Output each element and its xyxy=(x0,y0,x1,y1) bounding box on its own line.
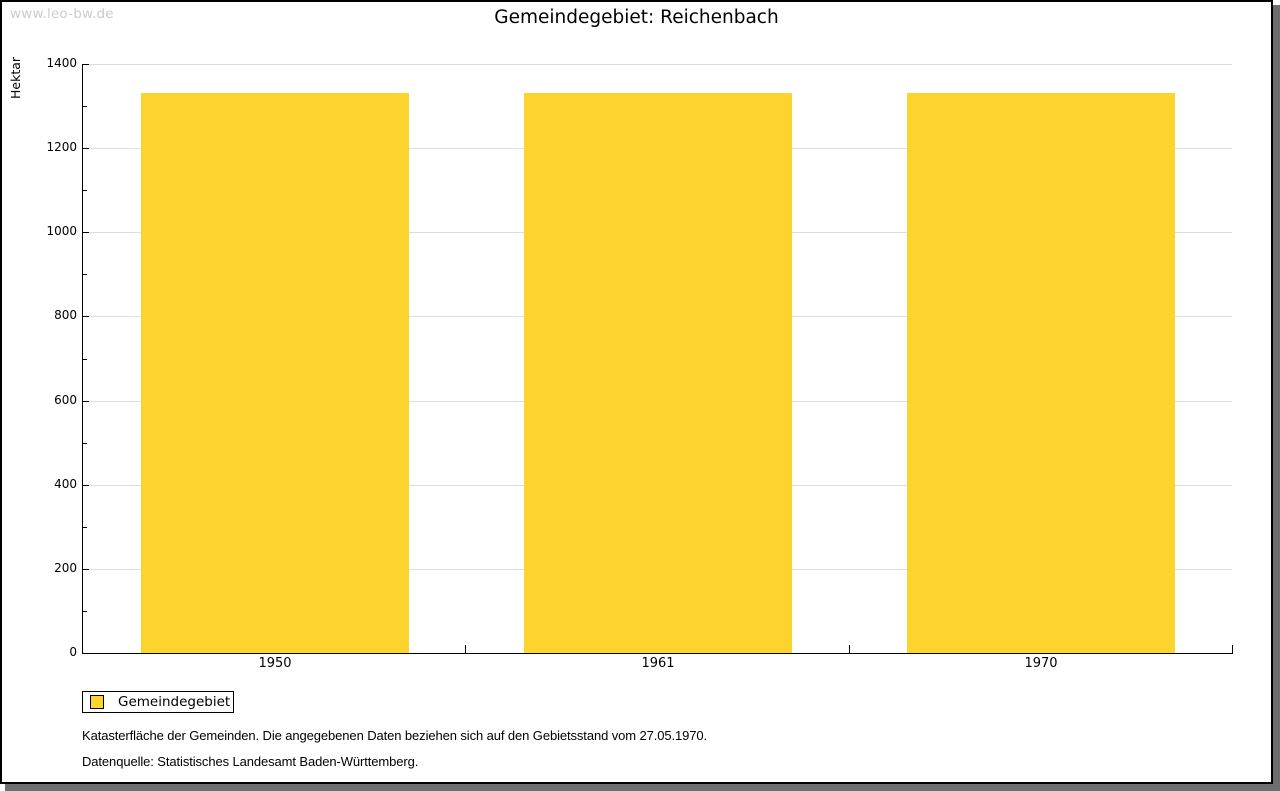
y-tick-label-200: 200 xyxy=(54,560,77,575)
bar-1970 xyxy=(907,93,1175,653)
page-shadow-bottom xyxy=(5,784,1280,791)
y-minor-tick-100 xyxy=(83,610,87,612)
x-boundary-tick-2 xyxy=(849,645,850,653)
y-minor-tick-1300 xyxy=(83,106,87,108)
y-tick-1400 xyxy=(83,64,89,65)
y-tick-label-400: 400 xyxy=(54,476,77,491)
y-tick-1200 xyxy=(83,148,89,150)
y-tick-800 xyxy=(83,316,89,318)
x-boundary-tick-3 xyxy=(1232,645,1233,653)
legend-label: Gemeindegebiet xyxy=(118,694,231,710)
y-tick-400 xyxy=(83,484,89,486)
x-tick-label-1970: 1970 xyxy=(1024,656,1058,671)
page-shadow-right xyxy=(1273,5,1280,791)
footnote-description: Katasterfläche der Gemeinden. Die angege… xyxy=(82,728,708,743)
y-tick-label-1200: 1200 xyxy=(46,140,77,155)
y-tick-0 xyxy=(83,653,89,654)
x-tick-label-1961: 1961 xyxy=(641,656,675,671)
bar-1950 xyxy=(141,93,409,653)
y-axis-title: Hektar xyxy=(8,56,23,99)
y-tick-1000 xyxy=(83,232,89,234)
page-title: Gemeindegebiet: Reichenbach xyxy=(494,7,779,28)
legend: Gemeindegebiet xyxy=(82,691,234,713)
legend-swatch xyxy=(90,695,104,709)
y-minor-tick-900 xyxy=(83,274,87,276)
y-minor-tick-300 xyxy=(83,526,87,528)
y-tick-label-1400: 1400 xyxy=(46,56,77,70)
y-minor-tick-500 xyxy=(83,442,87,444)
plot-area: 0 200 400 600 800 1000 1200 1400 1950 1961 1970 xyxy=(46,56,1233,671)
watermark: www.leo-bw.de xyxy=(10,6,114,22)
y-tick-600 xyxy=(83,400,89,402)
y-tick-label-1000: 1000 xyxy=(46,224,77,239)
y-minor-tick-1100 xyxy=(83,190,87,192)
gridline-1400 xyxy=(83,64,1232,65)
y-tick-200 xyxy=(83,568,89,570)
x-tick-label-1950: 1950 xyxy=(258,656,292,671)
y-minor-tick-700 xyxy=(83,358,87,360)
y-tick-label-800: 800 xyxy=(54,308,77,323)
y-tick-label-0: 0 xyxy=(69,645,77,659)
y-tick-label-600: 600 xyxy=(54,392,77,407)
footnote-source: Datenquelle: Statistisches Landesamt Bad… xyxy=(82,754,419,769)
x-boundary-tick-1 xyxy=(465,645,466,653)
bar-1961 xyxy=(524,93,792,653)
